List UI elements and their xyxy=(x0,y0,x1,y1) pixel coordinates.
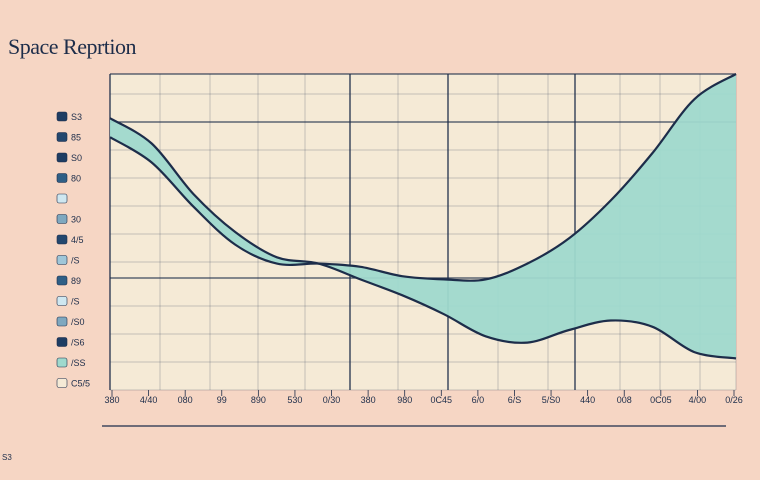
y-swatch xyxy=(56,132,68,142)
y-tick-label: /S0 xyxy=(71,317,85,327)
y-tick-label: S0 xyxy=(71,153,82,163)
y-tick-label: C5/5 xyxy=(71,379,90,389)
y-tick-label: 89 xyxy=(71,276,81,286)
y-tick-label: /SS xyxy=(71,358,86,368)
y-swatch xyxy=(56,111,68,122)
y-swatch xyxy=(56,337,68,347)
x-tick-label: 008 xyxy=(617,395,632,405)
x-tick-label: 4/00 xyxy=(689,395,707,405)
y-swatch xyxy=(56,152,68,163)
y-tick-label: S3 xyxy=(71,112,82,122)
x-tick-label: 6/S xyxy=(508,395,522,405)
y-swatch xyxy=(56,173,68,183)
y-tick-label: 4/5 xyxy=(71,235,84,245)
x-tick-label: 440 xyxy=(580,395,595,405)
series-line-upper xyxy=(109,73,737,282)
x-tick-label: 6/0 xyxy=(472,395,485,405)
y-tick-label: 80 xyxy=(71,174,81,184)
y-swatch xyxy=(56,193,68,204)
x-tick-label: 980 xyxy=(397,395,412,405)
chart-title: Space Reprtion xyxy=(8,34,137,59)
x-tick-label: 99 xyxy=(217,395,227,405)
x-tick-label: 530 xyxy=(287,395,302,405)
x-tick-label: 0C05 xyxy=(650,395,672,405)
x-tick-label: 380 xyxy=(361,395,376,405)
x-tick-label: 4/40 xyxy=(140,395,158,405)
y-swatch xyxy=(56,275,68,286)
x-tick-label: 890 xyxy=(251,395,266,405)
series-line-lower xyxy=(109,117,737,360)
y-tick-label: 30 xyxy=(71,215,81,225)
area-band xyxy=(110,74,736,359)
y-tick-label: 85 xyxy=(71,133,81,143)
x-tick-label: 0/26 xyxy=(725,395,743,405)
x-tick-label: 380 xyxy=(104,395,119,405)
series-group xyxy=(109,73,737,360)
y-swatch xyxy=(56,316,68,327)
y-axis: S3 85 S0 80 30 4/5/S 89/S/S0/S6/SS C5/5 xyxy=(56,111,90,389)
y-tick-label: /S xyxy=(71,256,80,266)
x-tick-label: 5/S0 xyxy=(542,395,561,405)
y-swatch xyxy=(56,296,68,306)
y-tick-label: /S6 xyxy=(71,338,85,348)
x-tick-label: 0C45 xyxy=(431,395,453,405)
y-tick-label: /S xyxy=(71,297,80,307)
x-axis: 380 4/40 080 99 890 530 0/30 380 980 0C45 6/0 6/S 5/… xyxy=(104,390,743,405)
y-swatch xyxy=(56,357,68,368)
x-tick-label: 0/30 xyxy=(323,395,341,405)
y-swatch xyxy=(56,234,68,245)
y-swatch xyxy=(56,255,68,265)
footnote-text: S3 xyxy=(2,453,12,462)
x-tick-label: 080 xyxy=(178,395,193,405)
y-swatch xyxy=(56,214,68,224)
y-swatch xyxy=(56,378,68,388)
